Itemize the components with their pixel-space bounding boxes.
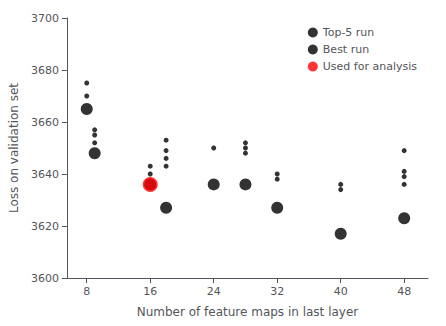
svg-text:8: 8 [83, 285, 90, 298]
svg-text:48: 48 [397, 285, 411, 298]
svg-text:3660: 3660 [31, 116, 59, 129]
svg-text:16: 16 [143, 285, 157, 298]
svg-text:Number of feature maps in last: Number of feature maps in last layer [137, 305, 359, 319]
svg-text:40: 40 [334, 285, 348, 298]
svg-text:Top-5 run: Top-5 run [322, 26, 375, 39]
svg-text:3620: 3620 [31, 220, 59, 233]
svg-text:3700: 3700 [31, 12, 59, 25]
svg-text:3600: 3600 [31, 272, 59, 285]
svg-text:24: 24 [207, 285, 221, 298]
svg-text:Used for analysis: Used for analysis [323, 60, 417, 73]
svg-text:Best run: Best run [323, 43, 369, 56]
svg-text:Loss on validation set: Loss on validation set [7, 83, 21, 213]
svg-text:32: 32 [270, 285, 284, 298]
svg-text:3640: 3640 [31, 168, 59, 181]
svg-text:3680: 3680 [31, 64, 59, 77]
